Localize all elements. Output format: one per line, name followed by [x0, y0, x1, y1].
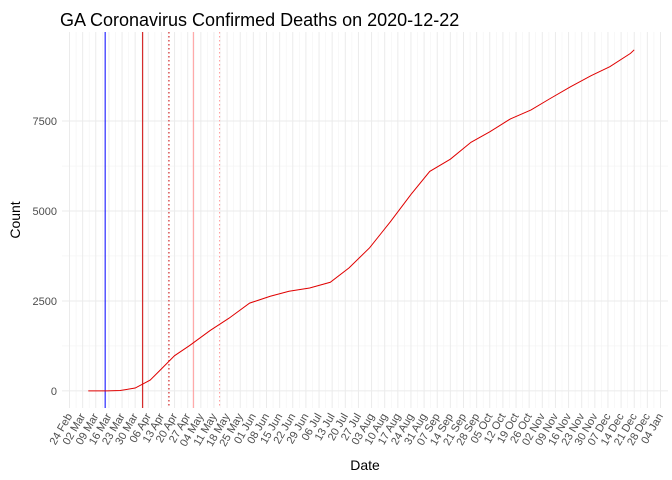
- y-tick-label: 2500: [33, 296, 57, 308]
- y-tick-label: 7500: [33, 116, 57, 128]
- y-tick-label: 5000: [33, 206, 57, 218]
- x-axis-title: Date: [350, 457, 380, 473]
- chart-title: GA Coronavirus Confirmed Deaths on 2020-…: [60, 10, 459, 30]
- y-axis-title: Count: [7, 201, 23, 238]
- data-line: [88, 49, 635, 392]
- y-tick-label: 0: [51, 386, 57, 398]
